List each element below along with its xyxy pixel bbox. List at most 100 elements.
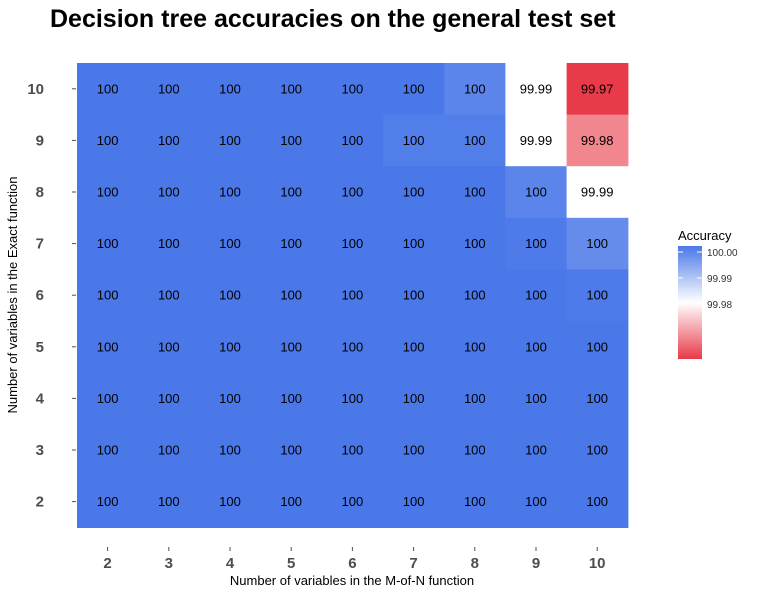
heatmap-cell xyxy=(199,63,262,116)
heatmap-cell xyxy=(566,166,629,219)
x-tick-label: 9 xyxy=(532,555,540,572)
heatmap-cell xyxy=(566,372,629,425)
cell-value-label: 100 xyxy=(464,494,486,509)
heatmap-cell xyxy=(383,217,445,270)
cell-value-label: 100 xyxy=(97,81,119,96)
heatmap-cell xyxy=(77,63,139,116)
heatmap-cell xyxy=(138,424,200,477)
heatmap-cell xyxy=(199,321,262,374)
heatmap-cell xyxy=(383,475,445,528)
cell-value-label: 100 xyxy=(464,185,486,200)
heatmap-cell xyxy=(566,424,629,477)
heatmap-cell xyxy=(321,321,384,374)
heatmap-cell xyxy=(383,114,445,167)
heatmap-cell xyxy=(566,63,629,116)
legend-tick-label: 100.00 xyxy=(707,248,738,259)
cell-value-label: 100 xyxy=(342,81,364,96)
cell-value-label: 100 xyxy=(342,185,364,200)
cell-value-label: 100 xyxy=(97,494,119,509)
cell-value-label: 100 xyxy=(586,339,608,354)
heatmap-cell xyxy=(321,114,384,167)
cell-value-label: 100 xyxy=(525,339,547,354)
heatmap-cell xyxy=(138,475,200,528)
cell-value-label: 100 xyxy=(586,494,608,509)
heatmap-cell xyxy=(383,269,445,322)
cell-value-label: 100 xyxy=(219,494,241,509)
heatmap-cell xyxy=(77,321,139,374)
cell-value-label: 100 xyxy=(158,81,180,96)
cell-value-label: 100 xyxy=(342,236,364,251)
y-tick-label: 7 xyxy=(36,236,44,253)
x-tick-label: 8 xyxy=(471,555,479,572)
cell-value-label: 100 xyxy=(464,288,486,303)
heatmap-cell xyxy=(444,424,506,477)
y-tick-label: 9 xyxy=(36,132,44,149)
x-tick-label: 3 xyxy=(165,555,173,572)
heatmap-cell xyxy=(321,372,384,425)
cell-value-label: 100 xyxy=(403,236,425,251)
heatmap-cell xyxy=(260,269,323,322)
heatmap-cell xyxy=(138,269,200,322)
heatmap-cell xyxy=(138,217,200,270)
y-axis: 10 9 8 7 6 5 4 3 2 xyxy=(27,81,76,511)
x-axis-title: Number of variables in the M-of-N functi… xyxy=(230,573,474,588)
cell-value-label: 100 xyxy=(280,236,302,251)
cell-value-label: 99.99 xyxy=(520,81,553,96)
x-tick-label: 7 xyxy=(409,555,417,572)
heatmap-cell xyxy=(260,114,323,167)
cell-value-label: 100 xyxy=(219,236,241,251)
cell-value-label: 100 xyxy=(158,391,180,406)
heatmap-cell xyxy=(444,372,506,425)
heatmap-cell xyxy=(383,372,445,425)
heatmap-cell xyxy=(444,475,506,528)
cell-value-label: 100 xyxy=(219,133,241,148)
legend-ticks: 100.00 99.99 99.98 xyxy=(678,248,738,311)
heatmap-cell xyxy=(138,114,200,167)
heatmap-cell xyxy=(505,321,568,374)
heatmap-cell xyxy=(77,475,139,528)
cell-value-label: 100 xyxy=(525,494,547,509)
cell-value-label: 100 xyxy=(97,185,119,200)
cell-value-label: 99.98 xyxy=(581,133,614,148)
cell-value-label: 100 xyxy=(158,494,180,509)
cell-value-label: 100 xyxy=(464,443,486,458)
heatmap-cell xyxy=(505,269,568,322)
heatmap-cell xyxy=(260,424,323,477)
heatmap-cell xyxy=(505,63,568,116)
heatmap-cell xyxy=(260,372,323,425)
cell-value-label: 100 xyxy=(280,81,302,96)
cell-value-label: 100 xyxy=(97,288,119,303)
heatmap-cell xyxy=(505,166,568,219)
cell-value-label: 100 xyxy=(586,443,608,458)
heatmap-cell xyxy=(77,217,139,270)
heatmap-cell xyxy=(321,475,384,528)
cell-value-label: 100 xyxy=(280,494,302,509)
y-tick-label: 5 xyxy=(36,339,44,356)
cell-value-label: 100 xyxy=(280,391,302,406)
heatmap-cell xyxy=(505,114,568,167)
heatmap-cell xyxy=(444,63,506,116)
cell-value-label: 100 xyxy=(403,494,425,509)
cell-value-label: 100 xyxy=(219,339,241,354)
cell-value-label: 100 xyxy=(403,81,425,96)
cell-value-label: 100 xyxy=(280,288,302,303)
heatmap-cell xyxy=(321,217,384,270)
heatmap-cell xyxy=(260,63,323,116)
heatmap-cell xyxy=(505,475,568,528)
heatmap-cell xyxy=(444,217,506,270)
cell-value-label: 100 xyxy=(403,443,425,458)
heatmap-cell xyxy=(260,475,323,528)
cell-value-label: 100 xyxy=(342,494,364,509)
heatmap-cell xyxy=(505,424,568,477)
cell-value-label: 100 xyxy=(219,81,241,96)
color-legend: Accuracy 100.00 99.99 99.98 xyxy=(678,228,738,359)
heatmap-cell xyxy=(444,166,506,219)
heatmap-cell xyxy=(199,114,262,167)
cell-value-label: 99.99 xyxy=(581,185,614,200)
legend-colorbar xyxy=(678,246,702,359)
heatmap-cell xyxy=(77,269,139,322)
cell-value-label: 99.97 xyxy=(581,81,614,96)
cell-value-label: 100 xyxy=(280,339,302,354)
cell-value-label: 100 xyxy=(97,133,119,148)
cell-value-label: 100 xyxy=(342,339,364,354)
